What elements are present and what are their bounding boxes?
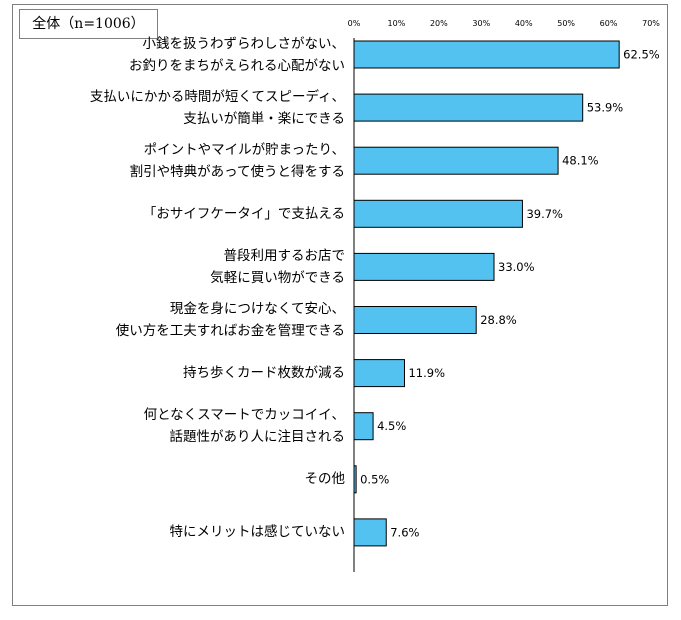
bar-value-label: 33.0% [498,260,535,274]
x-tick-label: 40% [514,19,533,28]
chart-frame [12,4,668,606]
category-label-line: 気軽に買い物ができる [210,269,345,286]
category-label-line: 割引や特典があって使うと得をする [129,163,345,180]
bar [353,199,523,228]
bar [353,146,559,175]
bar-value-label: 28.8% [480,313,517,327]
category-label-line: 持ち歩くカード枚数が減る [183,365,345,382]
category-label: 現金を身につけなくて安心、使い方を工夫すればお金を管理できる [25,298,345,342]
x-tick-label: 30% [472,19,491,28]
category-label-line: 現金を身につけなくて安心、 [169,301,345,317]
category-label: 普段利用するお店で気軽に買い物ができる [25,245,345,289]
bar-value-label: 0.5% [360,472,389,486]
bar-value-label: 11.9% [408,366,445,380]
bar [353,252,495,281]
bar-value-label: 53.9% [587,101,624,115]
x-tick-label: 70% [642,19,660,28]
category-label: 持ち歩くカード枚数が減る [25,362,345,384]
bar [353,412,374,441]
bar [353,359,405,388]
x-tick-label: 50% [557,19,576,28]
x-tick-label: 60% [599,19,618,28]
category-label-line: 使い方を工夫すればお金を管理できる [115,323,345,339]
bar-value-label: 39.7% [526,207,563,221]
x-tick-label: 0% [347,19,361,28]
x-tick-label: 20% [429,19,448,28]
bar-value-label: 48.1% [562,154,599,168]
bar [353,518,387,547]
bar-value-label: 62.5% [623,48,660,62]
category-label: 支払いにかかる時間が短くてスピーディ、支払いが簡単・楽にできる [25,86,345,130]
category-label-line: ポイントやマイルが貯まったり、 [143,141,345,158]
category-label-line: 支払いが簡単・楽にできる [183,110,345,127]
category-label: 特にメリットは感じていない [25,521,346,543]
x-tick-label: 10% [387,19,406,28]
category-label-line: 普段利用するお店で [223,247,346,264]
category-label-line: 話題性があり人に注目される [169,429,346,446]
category-label: その他 [25,468,346,490]
category-label: 何となくスマートでカッコイイ、話題性があり人に注目される [25,404,345,448]
category-label-line: 小銭を扱うわずらわしさがない、 [142,35,346,52]
chart-title: 全体（n=1006） [19,9,158,39]
bar [353,40,620,69]
category-label-line: 特にメリットは感じていない [169,524,346,541]
bar-value-label: 4.5% [377,419,406,433]
category-label-line: その他 [304,471,346,488]
category-label: ポイントやマイルが貯まったり、割引や特典があって使うと得をする [25,139,345,183]
category-label-line: 「おサイフケータイ」で支払える [142,205,345,222]
bar-value-label: 7.6% [390,525,419,539]
bar [353,306,477,334]
bar [353,465,357,494]
category-label-line: 何となくスマートでカッコイイ、 [143,407,345,424]
category-label-line: お釣りをまちがえられる心配がない [129,57,345,74]
category-label: 小銭を扱うわずらわしさがない、お釣りをまちがえられる心配がない [25,33,345,77]
category-label: 「おサイフケータイ」で支払える [25,203,345,225]
bar [353,93,584,122]
category-label-line: 支払いにかかる時間が短くてスピーディ、 [89,88,345,105]
